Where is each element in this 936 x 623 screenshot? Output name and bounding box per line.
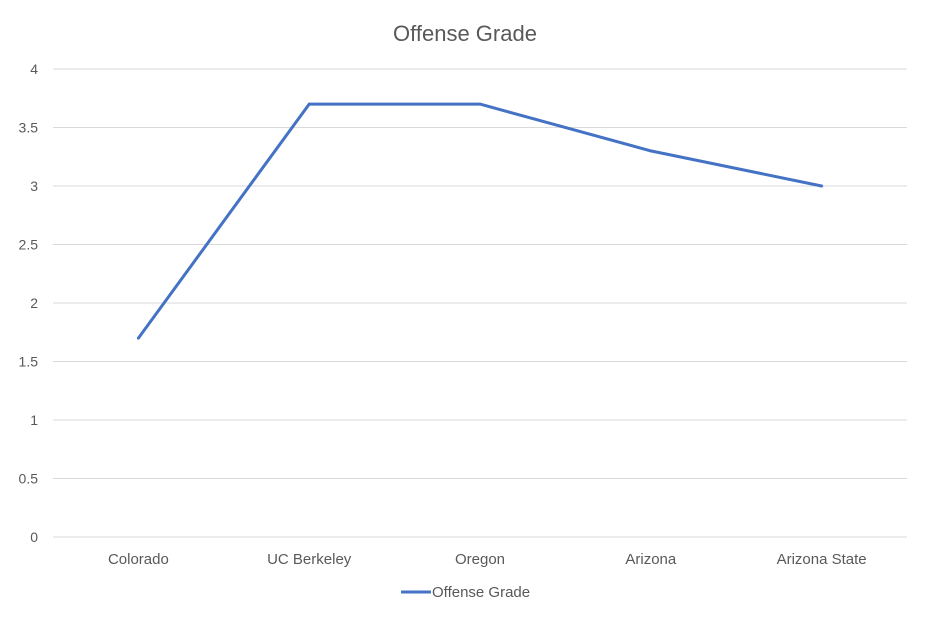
legend: Offense Grade [401,584,530,601]
x-axis-ticks: Colorado UC Berkeley Oregon Arizona Arizona … [108,551,867,568]
y-tick-label: 0 [30,529,38,545]
y-tick-label: 3.5 [19,120,39,136]
data-point [136,336,140,340]
y-tick-label: 0.5 [19,471,39,487]
y-tick-label: 1.5 [19,354,39,370]
data-point [478,102,482,106]
data-point [307,102,311,106]
y-tick-label: 3 [30,178,38,194]
legend-label: Offense Grade [432,584,530,601]
data-point [649,149,653,153]
x-tick-label: Arizona State [777,551,867,568]
series-lines [136,102,824,340]
x-tick-label: Colorado [108,551,169,568]
x-tick-label: Arizona [625,551,677,568]
gridlines [53,68,907,538]
y-axis-ticks: 0 0.5 1 1.5 2 2.5 3 3.5 4 [19,61,39,545]
y-tick-label: 2.5 [19,237,39,253]
y-tick-label: 4 [30,61,38,77]
y-tick-label: 1 [30,412,38,428]
data-point [820,184,824,188]
chart-title: Offense Grade [393,21,537,46]
x-tick-label: UC Berkeley [267,551,352,568]
x-tick-label: Oregon [455,551,505,568]
y-tick-label: 2 [30,295,38,311]
